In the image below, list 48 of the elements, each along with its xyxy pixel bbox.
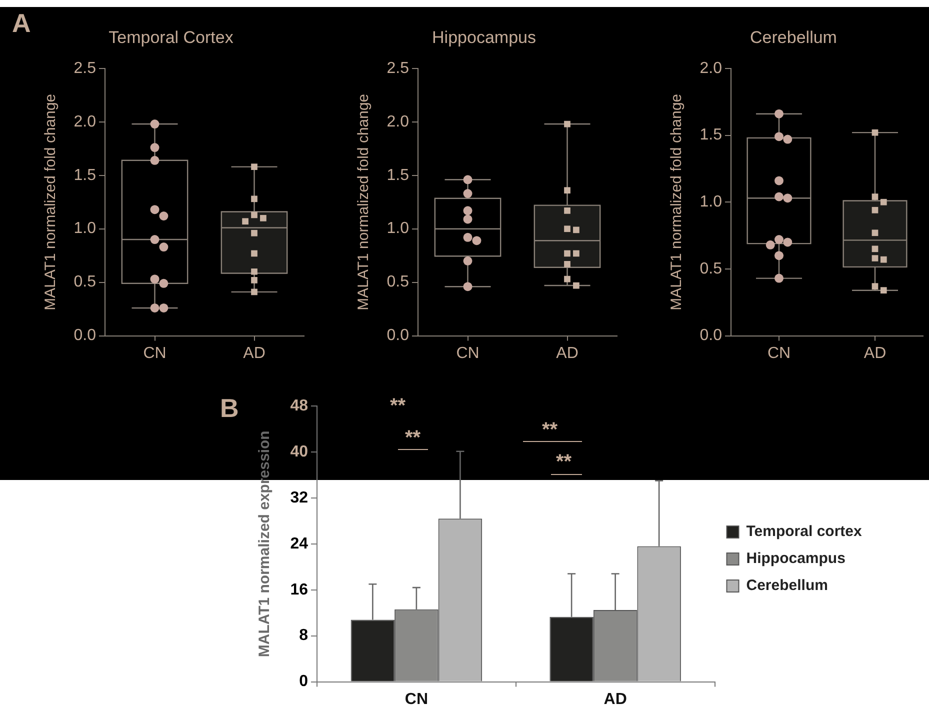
chart-title: Cerebellum xyxy=(750,28,837,47)
y-tick-label: 40 xyxy=(290,443,308,460)
x-tick-label: AD xyxy=(556,344,578,362)
legend-label: Cerebellum xyxy=(746,577,828,594)
y-tick-label: 0.0 xyxy=(386,327,410,344)
y-tick-label: 2.0 xyxy=(74,113,96,130)
y-tick-label: 0.5 xyxy=(386,274,410,291)
y-tick-label: 1.5 xyxy=(74,166,96,184)
y-tick-label: 0 xyxy=(299,673,308,690)
text: A xyxy=(12,8,31,38)
y-tick-label: 1.5 xyxy=(700,126,722,144)
y-axis-title: MALAT1 normalized fold change xyxy=(355,94,372,310)
annotation: ** xyxy=(405,427,421,449)
y-tick-label: 2.0 xyxy=(386,113,410,130)
y-tick-label: 0.0 xyxy=(74,327,96,344)
y-tick-label: 1.0 xyxy=(700,194,722,211)
x-tick-label: AD xyxy=(864,344,886,362)
annotation: ** xyxy=(542,419,558,441)
y-tick-label: 0.5 xyxy=(700,260,722,278)
text: B xyxy=(220,393,239,423)
y-tick-label: 2.0 xyxy=(700,60,722,77)
y-tick-label: 1.0 xyxy=(386,220,410,238)
y-tick-label: 8 xyxy=(299,627,308,644)
y-axis-title: MALAT1 normalized expression xyxy=(256,430,274,658)
y-tick-label: 2.5 xyxy=(74,60,96,77)
x-tick-label: CN xyxy=(143,344,166,362)
legend-label: Temporal cortex xyxy=(746,523,862,540)
annotation: ** xyxy=(556,451,572,473)
chart-title: Temporal Cortex xyxy=(108,28,234,47)
x-tick-label: CN xyxy=(456,344,480,362)
chart-title: Hippocampus xyxy=(432,28,536,47)
y-tick-label: 1.0 xyxy=(74,220,96,238)
y-tick-label: 0.0 xyxy=(700,327,722,344)
y-tick-label: 48 xyxy=(290,397,308,414)
y-tick-label: 0.5 xyxy=(74,274,96,291)
y-tick-label: 16 xyxy=(290,581,308,598)
x-tick-label: CN xyxy=(767,344,791,362)
y-axis-title: MALAT1 normalized fold change xyxy=(668,94,686,310)
annotation: ** xyxy=(390,395,406,417)
x-tick-label: CN xyxy=(404,690,428,708)
y-tick-label: 32 xyxy=(290,489,308,506)
x-tick-label: AD xyxy=(604,690,627,708)
y-tick-label: 2.5 xyxy=(386,60,410,77)
y-tick-label: 24 xyxy=(290,535,308,552)
x-tick-label: AD xyxy=(243,344,266,362)
legend-label: Hippocampus xyxy=(746,550,846,568)
y-tick-label: 1.5 xyxy=(386,166,410,184)
y-axis-title: MALAT1 normalized fold change xyxy=(42,94,60,310)
